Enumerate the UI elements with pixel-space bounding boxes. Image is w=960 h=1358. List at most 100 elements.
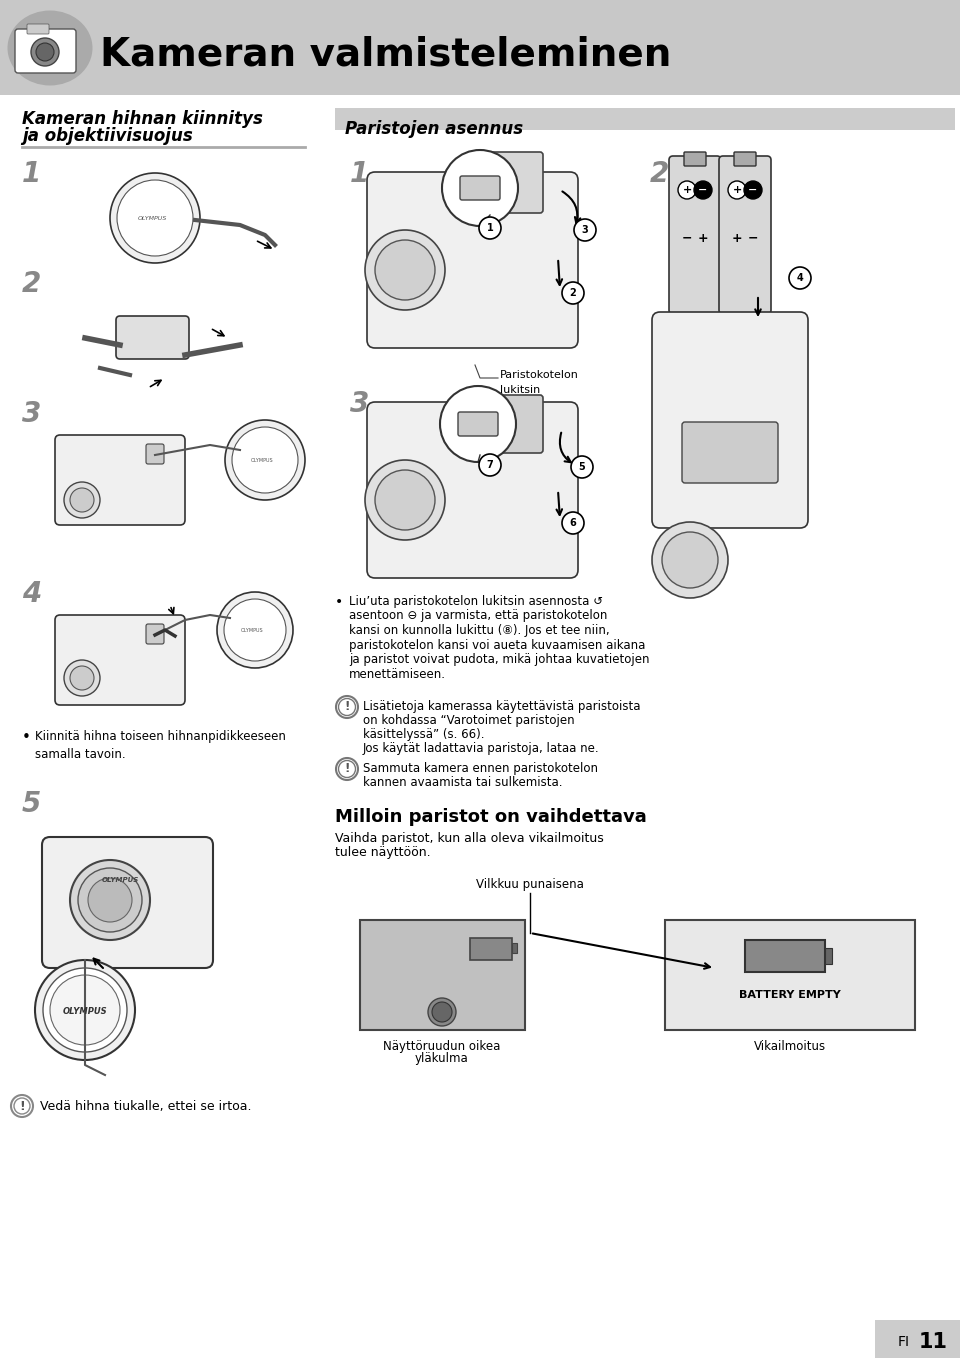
Text: •: • [335,595,344,608]
Circle shape [574,219,596,240]
FancyBboxPatch shape [682,422,778,483]
FancyBboxPatch shape [367,402,578,579]
FancyBboxPatch shape [719,156,771,314]
FancyBboxPatch shape [669,156,721,314]
Circle shape [70,488,94,512]
FancyBboxPatch shape [512,942,517,953]
Circle shape [365,460,445,540]
Circle shape [336,697,358,718]
Text: asentoon ⊖ ja varmista, että paristokotelon: asentoon ⊖ ja varmista, että paristokote… [349,610,608,622]
Circle shape [36,43,54,61]
Text: Sammuta kamera ennen paristokotelon: Sammuta kamera ennen paristokotelon [363,762,598,775]
Circle shape [217,592,293,668]
Text: Vedä hihna tiukalle, ettei se irtoa.: Vedä hihna tiukalle, ettei se irtoa. [40,1100,252,1114]
Text: +: + [683,185,691,196]
Text: ja paristot voivat pudota, mikä johtaa kuvatietojen: ja paristot voivat pudota, mikä johtaa k… [349,653,650,665]
Text: Lisätietoja kamerassa käytettävistä paristoista: Lisätietoja kamerassa käytettävistä pari… [363,699,640,713]
Circle shape [562,282,584,304]
Text: Paristojen asennus: Paristojen asennus [345,120,523,139]
Text: Jos käytät ladattavia paristoja, lataa ne.: Jos käytät ladattavia paristoja, lataa n… [363,741,600,755]
Text: OLYMPUS: OLYMPUS [241,627,263,633]
FancyBboxPatch shape [146,444,164,464]
Circle shape [117,181,193,257]
Circle shape [64,482,100,517]
Circle shape [339,698,355,716]
Text: +: + [698,231,708,244]
Circle shape [35,960,135,1061]
FancyBboxPatch shape [0,0,960,95]
Text: 5: 5 [579,462,586,473]
Text: Liu’uta paristokotelon lukitsin asennosta ↺: Liu’uta paristokotelon lukitsin asennost… [349,595,603,608]
Circle shape [14,1099,30,1114]
Circle shape [365,230,445,310]
FancyBboxPatch shape [684,152,706,166]
Circle shape [336,758,358,779]
Text: Kameran valmisteleminen: Kameran valmisteleminen [100,37,671,73]
Text: −: − [682,231,692,244]
FancyBboxPatch shape [42,837,213,968]
Text: 3: 3 [350,390,370,418]
Text: tulee näyttöön.: tulee näyttöön. [335,846,431,860]
FancyBboxPatch shape [825,948,832,964]
Text: 7: 7 [487,460,493,470]
Text: 11: 11 [919,1332,948,1353]
Circle shape [110,172,200,263]
Circle shape [78,868,142,932]
Text: Kiinnitä hihna toiseen hihnanpidikkeeseen
samalla tavoin.: Kiinnitä hihna toiseen hihnanpidikkeesee… [35,731,286,760]
Circle shape [224,599,286,661]
FancyBboxPatch shape [665,919,915,1029]
FancyBboxPatch shape [467,152,543,213]
Text: kannen avaamista tai sulkemista.: kannen avaamista tai sulkemista. [363,775,563,789]
FancyBboxPatch shape [335,109,955,130]
FancyBboxPatch shape [734,152,756,166]
FancyBboxPatch shape [55,435,185,526]
Circle shape [678,181,696,200]
FancyBboxPatch shape [27,24,49,34]
Text: Vaihda paristot, kun alla oleva vikailmoitus: Vaihda paristot, kun alla oleva vikailmo… [335,832,604,845]
Circle shape [694,181,712,200]
Text: •: • [22,731,31,746]
Text: +: + [732,231,742,244]
Circle shape [232,426,298,493]
Text: 2: 2 [569,288,576,297]
Circle shape [728,181,746,200]
Text: 5: 5 [22,790,41,818]
Text: BATTERY EMPTY: BATTERY EMPTY [739,990,841,999]
Circle shape [88,879,132,922]
Text: 3: 3 [22,401,41,428]
FancyBboxPatch shape [875,1320,960,1358]
Text: Vilkkuu punaisena: Vilkkuu punaisena [476,879,584,891]
Text: 6: 6 [569,517,576,528]
Text: Kameran hihnan kiinnitys: Kameran hihnan kiinnitys [22,110,263,128]
Text: 2: 2 [22,270,41,297]
Circle shape [662,532,718,588]
Text: 3: 3 [582,225,588,235]
Text: 2: 2 [650,160,669,187]
Text: 1: 1 [487,223,493,234]
Text: !: ! [345,762,349,775]
FancyBboxPatch shape [458,411,498,436]
Circle shape [442,149,518,225]
Circle shape [43,968,127,1052]
Text: OLYMPUS: OLYMPUS [137,216,167,220]
FancyBboxPatch shape [652,312,808,528]
Circle shape [375,470,435,530]
Text: OLYMPUS: OLYMPUS [62,1008,108,1017]
FancyBboxPatch shape [116,316,189,359]
Text: !: ! [345,701,349,713]
Circle shape [789,268,811,289]
Circle shape [11,1095,33,1118]
Circle shape [375,240,435,300]
Text: 4: 4 [797,273,804,282]
Circle shape [440,386,516,462]
Text: käsittelyssä” (s. 66).: käsittelyssä” (s. 66). [363,728,485,741]
Circle shape [31,38,59,67]
Text: Vikailmoitus: Vikailmoitus [754,1040,826,1052]
Text: ja objektiivisuojus: ja objektiivisuojus [22,128,193,145]
Circle shape [70,665,94,690]
FancyBboxPatch shape [745,940,825,972]
Text: !: ! [19,1100,25,1112]
FancyBboxPatch shape [470,938,512,960]
Circle shape [339,760,355,778]
Circle shape [225,420,305,500]
